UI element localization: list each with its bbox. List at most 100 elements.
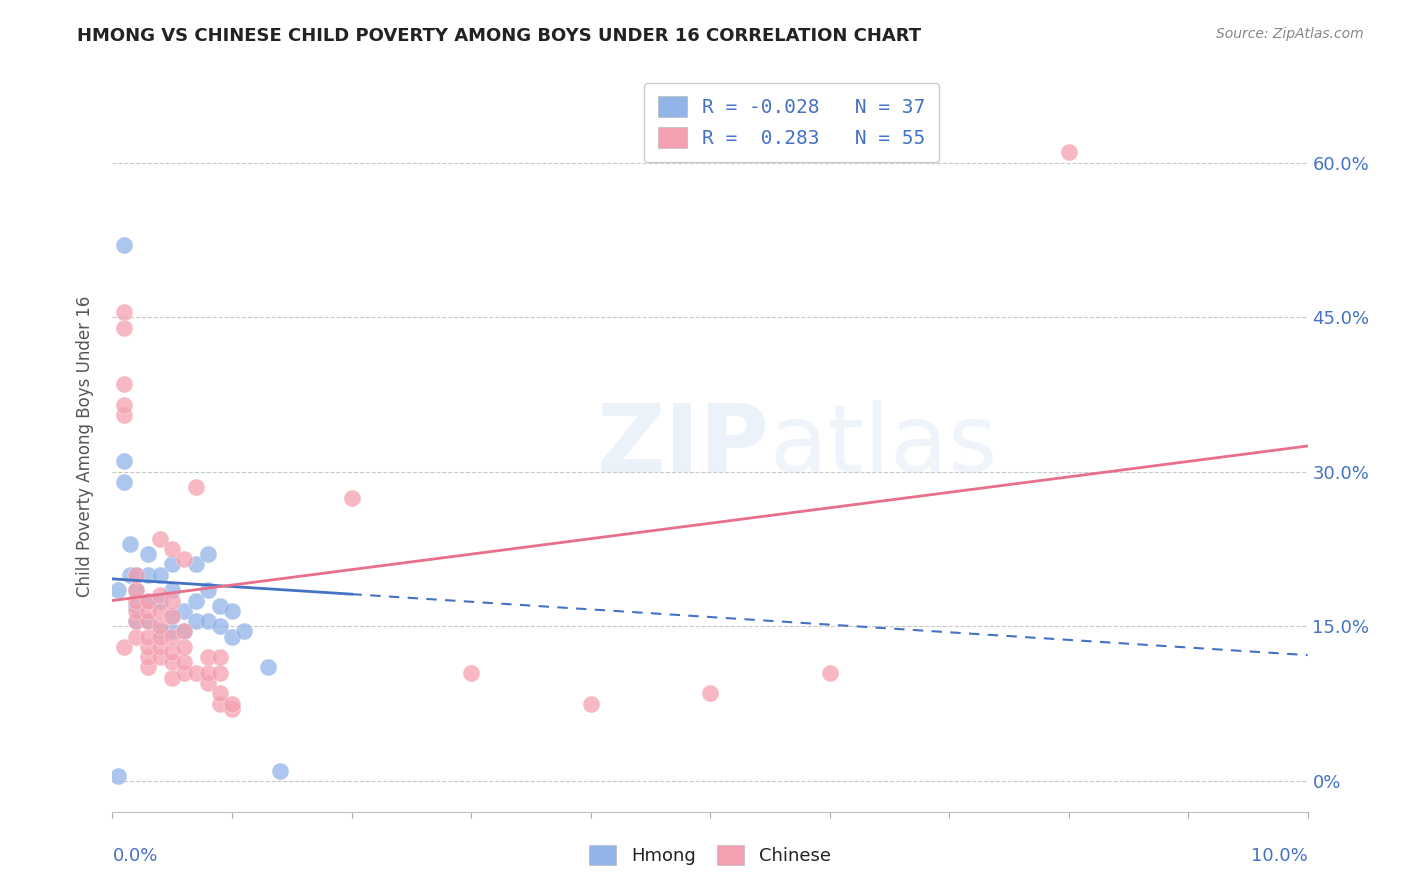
Point	[162, 656, 183, 670]
Legend: Hmong, Chinese: Hmong, Chinese	[578, 834, 842, 876]
Point	[186, 480, 208, 494]
Point	[125, 583, 148, 598]
Point	[138, 614, 160, 628]
Point	[114, 475, 135, 489]
Point	[221, 702, 243, 716]
Point	[197, 583, 219, 598]
Point	[125, 614, 148, 628]
Point	[221, 604, 243, 618]
Point	[138, 630, 160, 644]
Point	[125, 567, 148, 582]
Point	[186, 558, 208, 572]
Point	[125, 630, 148, 644]
Point	[209, 650, 232, 665]
Point	[162, 645, 183, 659]
Point	[173, 656, 195, 670]
Point	[173, 624, 195, 639]
Point	[149, 619, 172, 633]
Point	[149, 532, 172, 546]
Point	[197, 614, 219, 628]
Point	[149, 588, 172, 602]
Point	[114, 377, 135, 392]
Point	[125, 583, 148, 598]
Point	[125, 599, 148, 613]
Point	[173, 624, 195, 639]
Point	[197, 650, 219, 665]
Point	[149, 567, 172, 582]
Point	[162, 583, 183, 598]
Point	[125, 604, 148, 618]
Text: Source: ZipAtlas.com: Source: ZipAtlas.com	[1216, 27, 1364, 41]
Point	[186, 665, 208, 680]
Point	[120, 537, 142, 551]
Point	[221, 697, 243, 711]
Point	[233, 624, 256, 639]
Text: HMONG VS CHINESE CHILD POVERTY AMONG BOYS UNDER 16 CORRELATION CHART: HMONG VS CHINESE CHILD POVERTY AMONG BOY…	[77, 27, 921, 45]
Point	[197, 547, 219, 561]
Point	[114, 408, 135, 422]
Point	[209, 697, 232, 711]
Point	[114, 238, 135, 252]
Text: ZIP: ZIP	[598, 400, 770, 492]
Point	[173, 640, 195, 654]
Point	[114, 640, 135, 654]
Point	[138, 567, 160, 582]
Point	[107, 769, 129, 783]
Point	[579, 697, 602, 711]
Point	[221, 630, 243, 644]
Point	[138, 640, 160, 654]
Point	[149, 650, 172, 665]
Point	[162, 609, 183, 624]
Point	[699, 686, 721, 700]
Point	[125, 567, 148, 582]
Point	[162, 541, 183, 556]
Point	[162, 609, 183, 624]
Point	[209, 686, 232, 700]
Point	[209, 665, 232, 680]
Point	[107, 583, 129, 598]
Point	[149, 630, 172, 644]
Point	[149, 640, 172, 654]
Point	[125, 593, 148, 607]
Point	[125, 614, 148, 628]
Point	[138, 593, 160, 607]
Point	[114, 305, 135, 319]
Point	[209, 619, 232, 633]
Point	[162, 671, 183, 685]
Point	[138, 650, 160, 665]
Point	[340, 491, 363, 505]
Point	[173, 665, 195, 680]
Text: 0.0%: 0.0%	[112, 847, 157, 865]
Point	[149, 593, 172, 607]
Point	[120, 567, 142, 582]
Point	[257, 660, 280, 674]
Point	[114, 454, 135, 468]
Point	[138, 547, 160, 561]
Point	[114, 320, 135, 334]
Point	[818, 665, 841, 680]
Point	[197, 676, 219, 690]
Point	[138, 660, 160, 674]
Point	[1057, 145, 1080, 160]
Point	[197, 665, 219, 680]
Point	[149, 604, 172, 618]
Point	[138, 604, 160, 618]
Point	[162, 558, 183, 572]
Point	[149, 624, 172, 639]
Point	[173, 604, 195, 618]
Point	[162, 630, 183, 644]
Text: atlas: atlas	[770, 400, 998, 492]
Point	[186, 614, 208, 628]
Point	[138, 593, 160, 607]
Point	[138, 614, 160, 628]
Point	[162, 624, 183, 639]
Point	[162, 593, 183, 607]
Point	[209, 599, 232, 613]
Point	[173, 552, 195, 566]
Point	[269, 764, 291, 778]
Point	[114, 398, 135, 412]
Point	[460, 665, 482, 680]
Point	[186, 593, 208, 607]
Text: 10.0%: 10.0%	[1251, 847, 1308, 865]
Y-axis label: Child Poverty Among Boys Under 16: Child Poverty Among Boys Under 16	[76, 295, 94, 597]
